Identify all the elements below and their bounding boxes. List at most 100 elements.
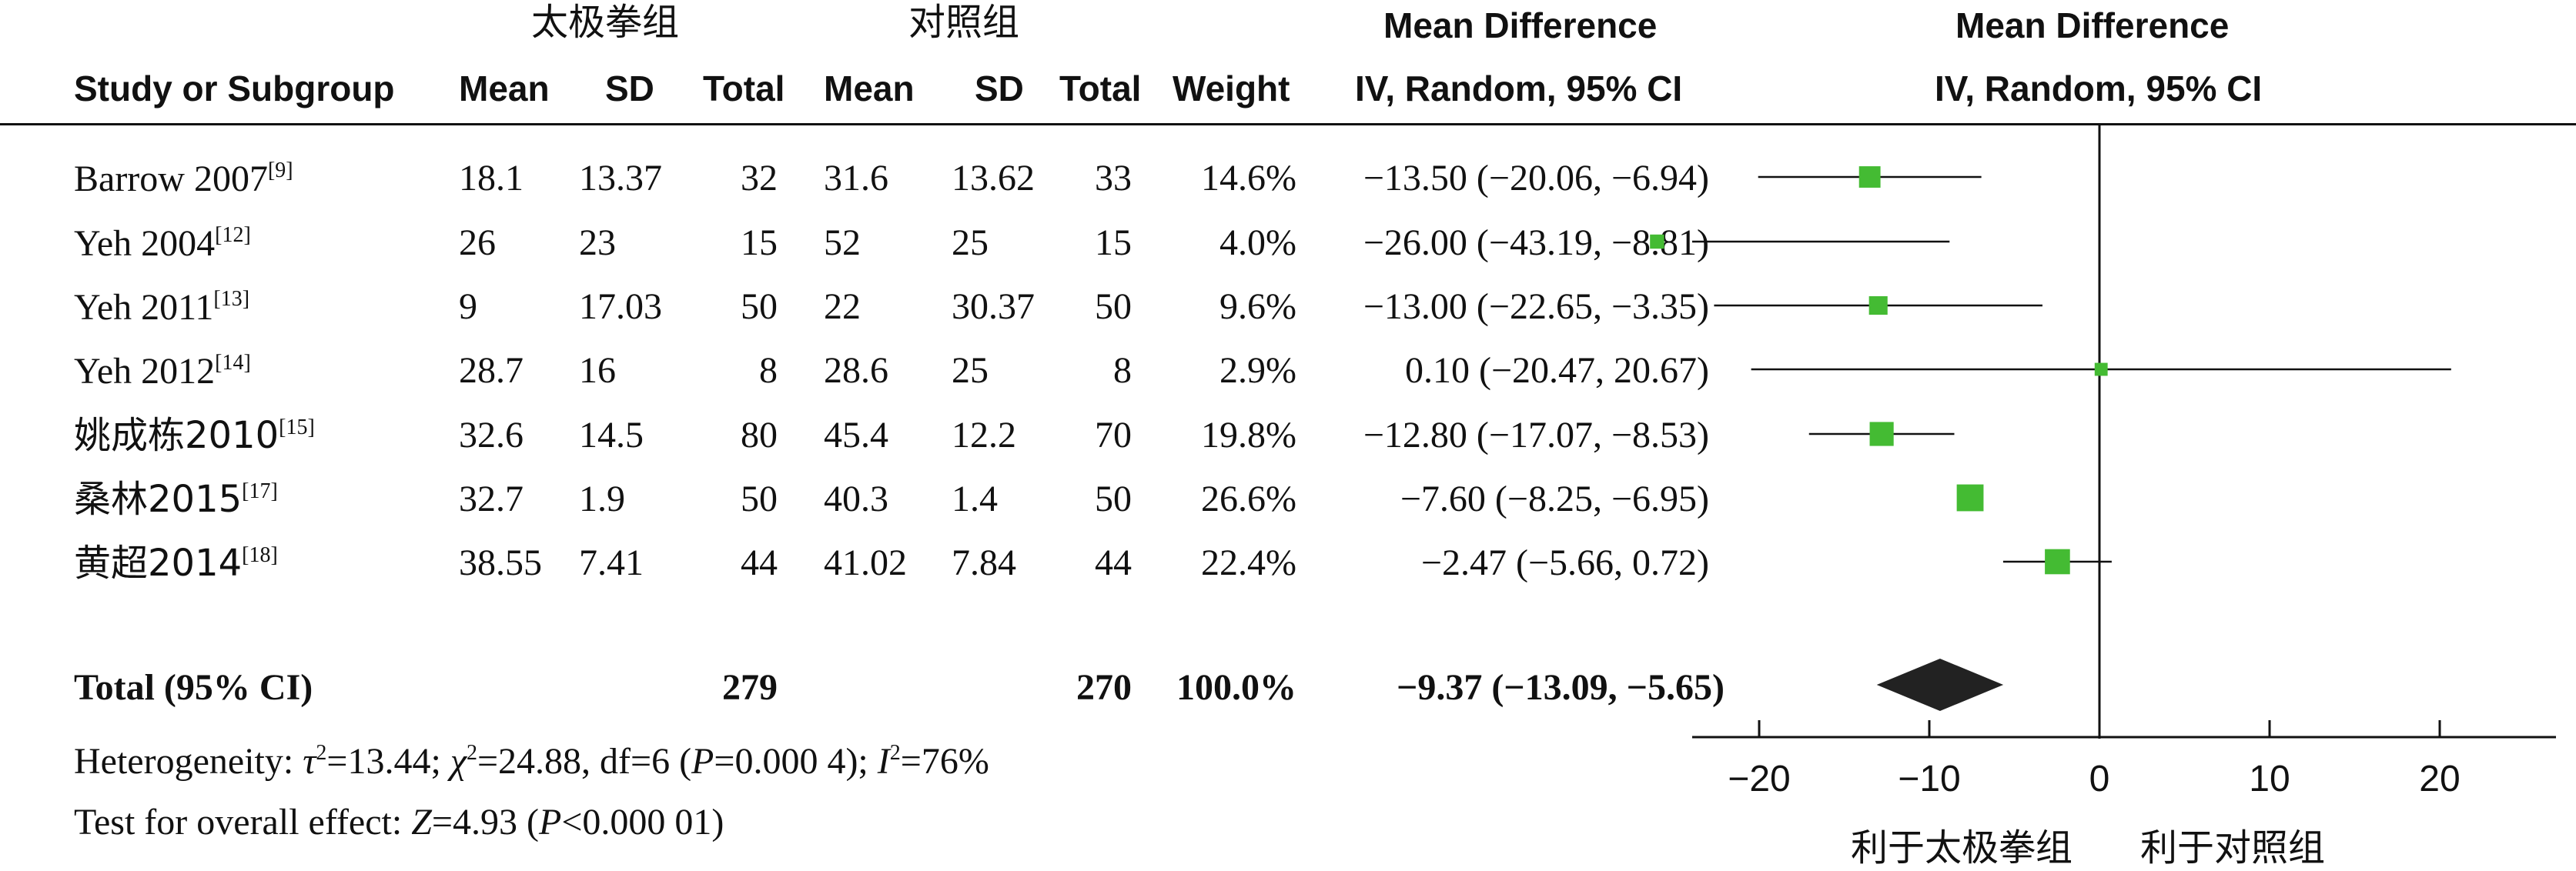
mean-2: 45.4 (824, 415, 888, 456)
total-1: 50 (741, 286, 778, 327)
sd-2: 25 (952, 222, 989, 263)
heterogeneity-text: Heterogeneity: τ2=13.44; χ2=24.88, df=6 … (74, 741, 989, 782)
study-ref: [18] (242, 543, 278, 567)
x-tick-label: −10 (1898, 759, 1960, 799)
col-weight: Weight (1173, 68, 1290, 108)
sd-1: 13.37 (579, 158, 662, 199)
study-ref: [15] (279, 415, 315, 439)
col-mean-2: Mean (824, 68, 915, 108)
overall-effect-text: Test for overall effect: Z=4.93 (P<0.000… (74, 802, 724, 843)
study-marker (1858, 166, 1881, 188)
weight: 22.4% (1201, 542, 1296, 583)
x-tick-label: −20 (1728, 759, 1790, 799)
mean-2: 28.6 (824, 350, 888, 391)
total-1: 8 (759, 350, 778, 391)
md-column-title: Mean Difference (1383, 5, 1658, 45)
mean-difference-ci: −13.50 (−20.06, −6.94) (1363, 158, 1709, 199)
sd-2: 12.2 (952, 415, 1016, 456)
study-marker (2094, 362, 2108, 376)
total-1: 32 (741, 158, 778, 199)
mean-2: 22 (824, 286, 861, 327)
col-ci: IV, Random, 95% CI (1355, 68, 1683, 108)
pooled-diamond (1876, 659, 2004, 711)
study-marker (1869, 422, 1894, 446)
plot-subtitle: IV, Random, 95% CI (1935, 68, 2263, 108)
sd-1: 7.41 (579, 542, 644, 583)
mean-difference-ci: −13.00 (−22.65, −3.35) (1363, 286, 1709, 327)
total-2: 8 (1113, 350, 1132, 391)
weight: 9.6% (1219, 286, 1296, 327)
group1-header: 太极拳组 (531, 1, 680, 44)
weight: 19.8% (1201, 415, 1296, 456)
sd-1: 1.9 (579, 479, 625, 519)
study-ref: [12] (215, 223, 251, 247)
study-ref: [9] (267, 159, 293, 182)
study-ref: [14] (215, 351, 251, 375)
sd-1: 16 (579, 350, 616, 391)
mean-1: 28.7 (459, 350, 524, 391)
mean-difference-ci: −7.60 (−8.25, −6.95) (1400, 479, 1709, 519)
total-2: 70 (1095, 415, 1132, 456)
mean-1: 32.7 (459, 479, 524, 519)
col-total-1: Total (703, 68, 785, 108)
total-n2: 270 (1076, 667, 1132, 708)
sd-2: 1.4 (952, 479, 998, 519)
mean-difference-ci: 0.10 (−20.47, 20.67) (1404, 350, 1709, 391)
x-tick-label: 10 (2249, 759, 2290, 799)
mean-1: 9 (459, 286, 477, 327)
mean-1: 38.55 (459, 542, 542, 583)
weight: 2.9% (1219, 350, 1296, 391)
mean-difference-ci: −12.80 (−17.07, −8.53) (1363, 415, 1709, 456)
total-2: 15 (1095, 222, 1132, 263)
total-1: 80 (741, 415, 778, 456)
weight: 4.0% (1219, 222, 1296, 263)
study-name: 桑林2015[17] (74, 478, 278, 521)
mean-2: 40.3 (824, 479, 888, 519)
sd-2: 7.84 (952, 542, 1016, 583)
col-mean-1: Mean (459, 68, 550, 108)
sd-2: 30.37 (952, 286, 1035, 327)
x-tick-label: 20 (2419, 759, 2460, 799)
study-name: Barrow 2007[9] (74, 159, 293, 199)
total-weight: 100.0% (1176, 667, 1296, 708)
study-marker (1650, 234, 1664, 249)
sd-2: 25 (952, 350, 989, 391)
total-2: 50 (1095, 479, 1132, 519)
col-total-2: Total (1059, 68, 1142, 108)
group2-header: 对照组 (908, 1, 1020, 44)
total-label: Total (95% CI) (74, 667, 313, 708)
mean-2: 31.6 (824, 158, 888, 199)
total-2: 33 (1095, 158, 1132, 199)
weight: 26.6% (1201, 479, 1296, 519)
study-name: 黄超2014[18] (74, 542, 278, 585)
study-name: Yeh 2011[13] (74, 287, 250, 328)
total-1: 15 (741, 222, 778, 263)
sd-1: 23 (579, 222, 616, 263)
favours-left-label: 利于太极拳组 (1851, 826, 2073, 869)
sd-1: 14.5 (579, 415, 644, 456)
mean-1: 26 (459, 222, 496, 263)
total-ci: −9.37 (−13.09, −5.65) (1396, 667, 1725, 708)
col-sd-1: SD (605, 68, 654, 108)
total-2: 50 (1095, 286, 1132, 327)
mean-1: 32.6 (459, 415, 524, 456)
header-rule (0, 123, 2576, 125)
sd-1: 17.03 (579, 286, 662, 327)
mean-2: 41.02 (824, 542, 907, 583)
study-ref: [17] (242, 479, 278, 503)
study-name: Yeh 2012[14] (74, 351, 251, 392)
mean-difference-ci: −2.47 (−5.66, 0.72) (1420, 542, 1709, 583)
study-marker (2045, 549, 2070, 575)
study-name: Yeh 2004[12] (74, 223, 251, 264)
plot-title: Mean Difference (1955, 5, 2230, 45)
mean-1: 18.1 (459, 158, 524, 199)
col-study: Study or Subgroup (74, 68, 395, 108)
total-1: 44 (741, 542, 778, 583)
mean-2: 52 (824, 222, 861, 263)
study-marker (1956, 484, 1984, 512)
col-sd-2: SD (975, 68, 1024, 108)
total-1: 50 (741, 479, 778, 519)
total-2: 44 (1095, 542, 1132, 583)
study-name: 姚成栋2010[15] (74, 414, 315, 457)
